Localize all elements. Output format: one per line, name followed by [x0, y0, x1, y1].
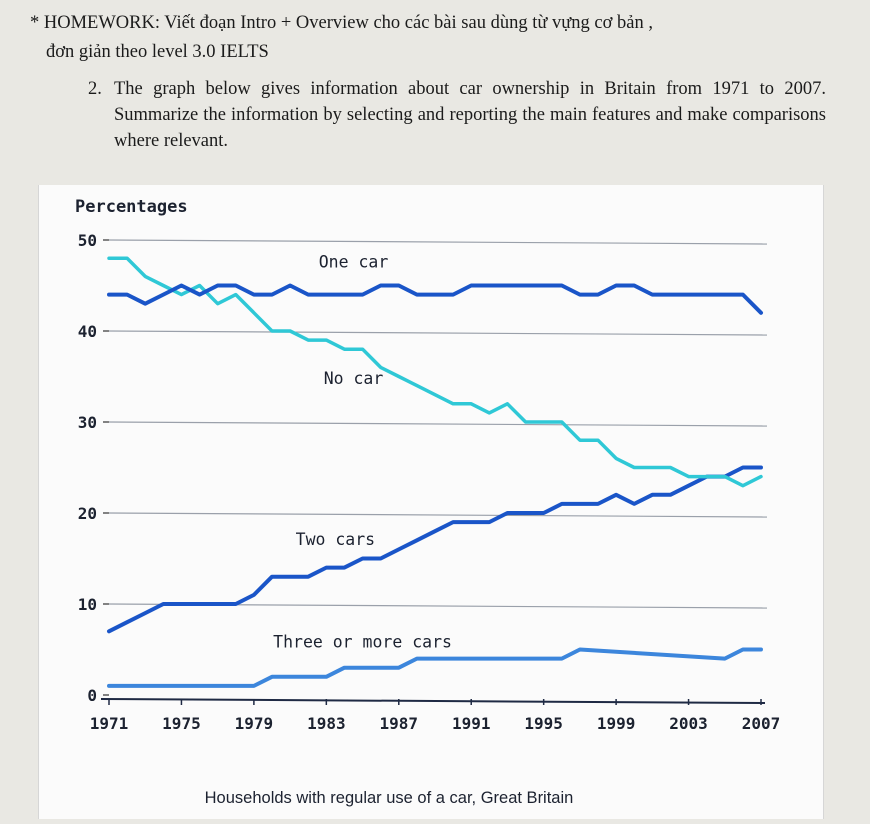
- x-tick-label-1999: 1999: [597, 714, 636, 733]
- x-tick-label-1995: 1995: [524, 714, 563, 733]
- homework-heading: * HOMEWORK: Viết đoạn Intro + Overview c…: [30, 13, 653, 33]
- y-tick-label-40: 40: [78, 322, 97, 341]
- line-chart: 0 10 20 30 40 50 1971 1975 1979 1983 1987 1991 1995 1…: [75, 197, 781, 807]
- task-text: The graph below gives information about …: [114, 79, 826, 151]
- x-tick-label-2003: 2003: [669, 714, 708, 733]
- y-tick-label-10: 10: [78, 595, 97, 614]
- series-label-two-cars: Two cars: [296, 530, 375, 549]
- gridline-y-20: [108, 512, 768, 518]
- x-tick-label-1979: 1979: [235, 714, 274, 733]
- chart-card: 0 10 20 30 40 50 1971 1975 1979 1983 1987 1991 1995 1…: [38, 185, 824, 819]
- series-label-three-or-more-cars: Three or more cars: [273, 633, 452, 652]
- series-label-one-car: One car: [319, 252, 389, 271]
- gridlines: [108, 239, 768, 609]
- x-tick-label-1971: 1971: [90, 714, 129, 733]
- series-line-no-car: [107, 256, 763, 488]
- chart-title: Households with regular use of a car, Gr…: [205, 789, 574, 807]
- x-tick-label-2007: 2007: [742, 714, 781, 733]
- series-label-no-car: No car: [324, 369, 384, 388]
- y-axis-label: Percentages: [75, 197, 188, 217]
- y-tick-label-30: 30: [78, 413, 97, 432]
- gridline-y-30: [108, 421, 768, 427]
- x-tick-label-1991: 1991: [452, 714, 491, 733]
- y-tick-label-50: 50: [78, 231, 97, 250]
- x-axis-line: [100, 698, 766, 704]
- x-tick-label-1983: 1983: [307, 714, 346, 733]
- task-number: 2.: [88, 79, 102, 99]
- x-tick-label-1975: 1975: [162, 714, 201, 733]
- y-tick-label-20: 20: [78, 504, 97, 523]
- tick-labels: 0 10 20 30 40 50 1971 1975 1979 1983 1987 1991 1995 1…: [78, 231, 781, 733]
- series-lines: [107, 256, 763, 688]
- series-line-one-car: [107, 283, 763, 315]
- y-tick-label-0: 0: [87, 686, 97, 705]
- series-line-two-cars: [107, 465, 763, 634]
- series-line-three-or-more-cars: [107, 647, 763, 688]
- x-tick-label-1987: 1987: [380, 714, 419, 733]
- gridline-y-40: [108, 330, 768, 336]
- series-labels: One car No car Two cars Three or more cars: [273, 252, 452, 651]
- axes: [100, 239, 766, 705]
- gridline-y-50: [108, 239, 768, 245]
- homework-heading-cont: đơn giản theo level 3.0 IELTS: [46, 42, 269, 62]
